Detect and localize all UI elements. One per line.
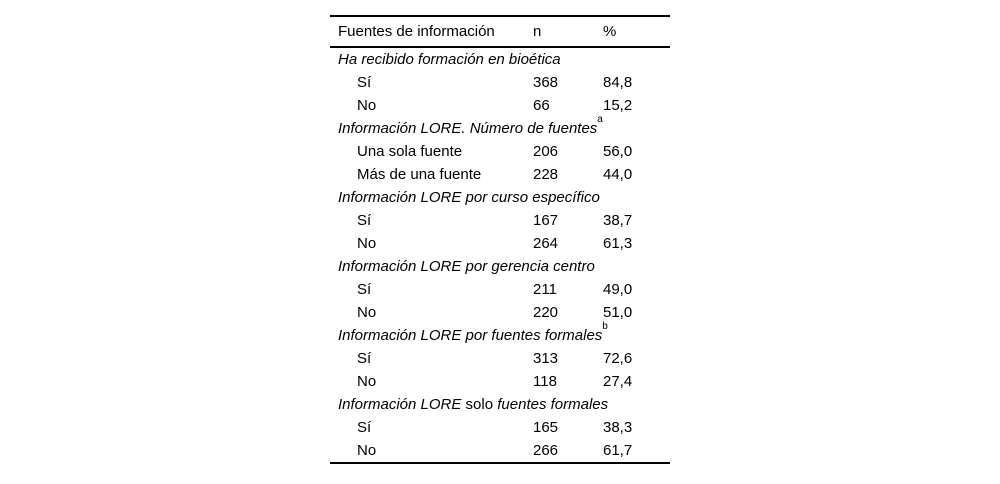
table-row: No 118 27,4: [330, 370, 670, 393]
row-label: Una sola fuente: [357, 143, 463, 160]
row-pct-value: 49,0: [603, 281, 633, 298]
footnote-marker-b: b: [602, 321, 608, 332]
row-label: No: [357, 235, 377, 252]
table-bottom-rule: [330, 462, 670, 464]
table-header-rule: [330, 46, 670, 48]
row-n-value: 66: [533, 97, 550, 114]
row-n-value: 228: [533, 166, 559, 183]
row-n-value: 211: [533, 281, 557, 298]
information-sources-table: Fuentes de información n % Ha recibido f…: [330, 15, 670, 464]
row-pct-value: 72,6: [603, 350, 633, 367]
row-pct-value: 44,0: [603, 166, 633, 183]
row-pct-value: 38,7: [603, 212, 633, 229]
table-row: No 220 51,0: [330, 301, 670, 324]
row-n-value: 313: [533, 350, 559, 367]
section-title-text: Información LORE por gerencia centro: [338, 258, 595, 275]
row-pct-value: 51,0: [603, 304, 633, 321]
row-pct-value: 61,7: [603, 442, 633, 459]
footnote-marker-a: a: [597, 114, 603, 125]
row-label: Sí: [357, 74, 372, 91]
table-row: Sí 368 84,8: [330, 71, 670, 94]
row-label: Sí: [357, 212, 372, 229]
table-row: Una sola fuente 206 56,0: [330, 140, 670, 163]
row-label: No: [357, 442, 377, 459]
table-row: Más de una fuente 228 44,0: [330, 163, 670, 186]
row-pct-value: 84,8: [603, 74, 633, 91]
section-title-text: Información LORE por fuentes formales: [338, 327, 603, 344]
row-n-value: 167: [533, 212, 559, 229]
section-header-numero-fuentes: Información LORE. Número de fuentesa: [330, 114, 670, 140]
section-header-curso-especifico: Información LORE por curso específico: [330, 186, 670, 209]
column-header-n: n: [533, 23, 542, 40]
section-header-formacion-bioetica: Ha recibido formación en bioética: [330, 48, 670, 71]
section-header-gerencia-centro: Información LORE por gerencia centro: [330, 255, 670, 278]
table-top-rule: [330, 15, 670, 17]
table-row: No 264 61,3: [330, 232, 670, 255]
row-pct-value: 15,2: [603, 97, 633, 114]
row-pct-value: 38,3: [603, 419, 633, 436]
table-row: Sí 167 38,7: [330, 209, 670, 232]
row-pct-value: 27,4: [603, 373, 633, 390]
table-row: Sí 313 72,6: [330, 347, 670, 370]
row-n-value: 266: [533, 442, 559, 459]
section-title-text: Información LORE por curso específico: [338, 189, 600, 206]
row-n-value: 368: [533, 74, 559, 91]
row-label: No: [357, 304, 377, 321]
row-n-value: 165: [533, 419, 559, 436]
row-label: Más de una fuente: [357, 166, 482, 183]
table-row: No 66 15,2: [330, 94, 670, 117]
row-pct-value: 56,0: [603, 143, 633, 160]
row-label: Sí: [357, 350, 372, 367]
row-pct-value: 61,3: [603, 235, 633, 252]
row-n-value: 264: [533, 235, 559, 252]
table-row: No 266 61,7: [330, 439, 670, 462]
row-label: Sí: [357, 281, 372, 298]
row-n-value: 118: [533, 373, 557, 390]
table-row: Sí 165 38,3: [330, 416, 670, 439]
column-header-fuentes: Fuentes de información: [338, 23, 495, 40]
row-n-value: 206: [533, 143, 559, 160]
column-header-pct: %: [603, 23, 617, 40]
section-title-text: Información LORE: [338, 396, 462, 413]
row-label: Sí: [357, 419, 372, 436]
section-title-text: Información LORE. Número de fuentes: [338, 120, 598, 137]
row-label: No: [357, 373, 377, 390]
table-header-row: Fuentes de información n %: [330, 17, 670, 46]
row-n-value: 220: [533, 304, 559, 321]
section-header-solo-fuentes-formales: Información LORE solo fuentes formales: [338, 396, 609, 413]
table-row: Sí 211 49,0: [330, 278, 670, 301]
section-header-fuentes-formales: Información LORE por fuentes formalesb: [330, 321, 670, 347]
section-title-text: Ha recibido formación en bioética: [338, 51, 561, 68]
row-label: No: [357, 97, 377, 114]
